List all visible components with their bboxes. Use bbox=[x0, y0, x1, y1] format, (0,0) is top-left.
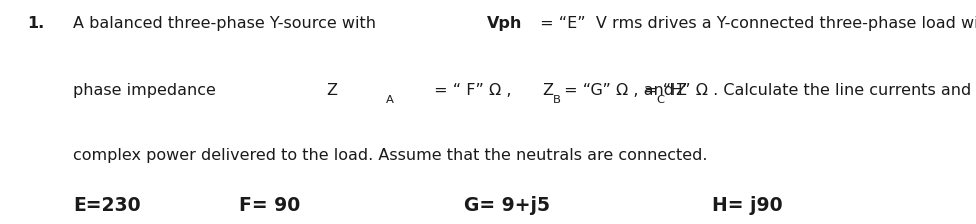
Text: Z: Z bbox=[327, 83, 338, 98]
Text: B: B bbox=[553, 95, 561, 105]
Text: E=230: E=230 bbox=[73, 196, 141, 215]
Text: G= 9+j5: G= 9+j5 bbox=[464, 196, 549, 215]
Text: = “E”  V rms drives a Y-connected three-phase load with: = “E” V rms drives a Y-connected three-p… bbox=[535, 16, 976, 31]
Text: 1.: 1. bbox=[27, 16, 45, 31]
Text: A balanced three-phase Y-source with: A balanced three-phase Y-source with bbox=[73, 16, 382, 31]
Text: C: C bbox=[656, 95, 665, 105]
Text: Z: Z bbox=[675, 83, 686, 98]
Text: F= 90: F= 90 bbox=[239, 196, 301, 215]
Text: = “H” Ω . Calculate the line currents and total: = “H” Ω . Calculate the line currents an… bbox=[638, 83, 976, 98]
Text: phase impedance: phase impedance bbox=[73, 83, 222, 98]
Text: Vph: Vph bbox=[487, 16, 522, 31]
Text: complex power delivered to the load. Assume that the neutrals are connected.: complex power delivered to the load. Ass… bbox=[73, 148, 708, 163]
Text: = “ F” Ω ,: = “ F” Ω , bbox=[429, 83, 517, 98]
Text: A: A bbox=[386, 95, 394, 105]
Text: = “G” Ω , and: = “G” Ω , and bbox=[559, 83, 679, 98]
Text: H= j90: H= j90 bbox=[712, 196, 783, 215]
Text: Z: Z bbox=[543, 83, 553, 98]
